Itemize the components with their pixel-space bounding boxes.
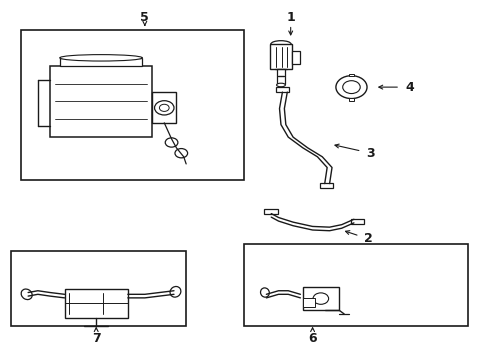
Bar xyxy=(60,58,142,66)
Bar xyxy=(264,208,278,213)
Text: 3: 3 xyxy=(366,147,374,160)
Bar xyxy=(302,287,339,310)
Bar xyxy=(351,219,364,224)
Bar xyxy=(50,66,152,137)
Bar xyxy=(348,73,354,76)
Bar xyxy=(291,51,300,64)
Bar xyxy=(320,183,332,188)
Text: 4: 4 xyxy=(405,81,413,94)
Ellipse shape xyxy=(270,41,290,48)
Ellipse shape xyxy=(276,83,285,87)
Bar xyxy=(152,93,176,123)
Bar xyxy=(302,298,314,307)
Bar xyxy=(277,69,285,84)
Bar xyxy=(348,98,354,101)
Ellipse shape xyxy=(60,55,142,61)
Ellipse shape xyxy=(21,289,32,300)
Text: 2: 2 xyxy=(364,233,372,246)
Text: 1: 1 xyxy=(286,11,294,24)
Text: 5: 5 xyxy=(140,11,149,24)
Bar xyxy=(275,87,288,92)
Ellipse shape xyxy=(170,287,181,297)
Bar xyxy=(244,244,467,327)
Ellipse shape xyxy=(260,288,269,297)
Bar xyxy=(64,289,127,318)
Bar xyxy=(270,44,291,69)
Bar xyxy=(21,30,244,180)
Text: 6: 6 xyxy=(307,333,316,346)
Bar xyxy=(11,251,186,327)
Text: 7: 7 xyxy=(92,333,101,346)
